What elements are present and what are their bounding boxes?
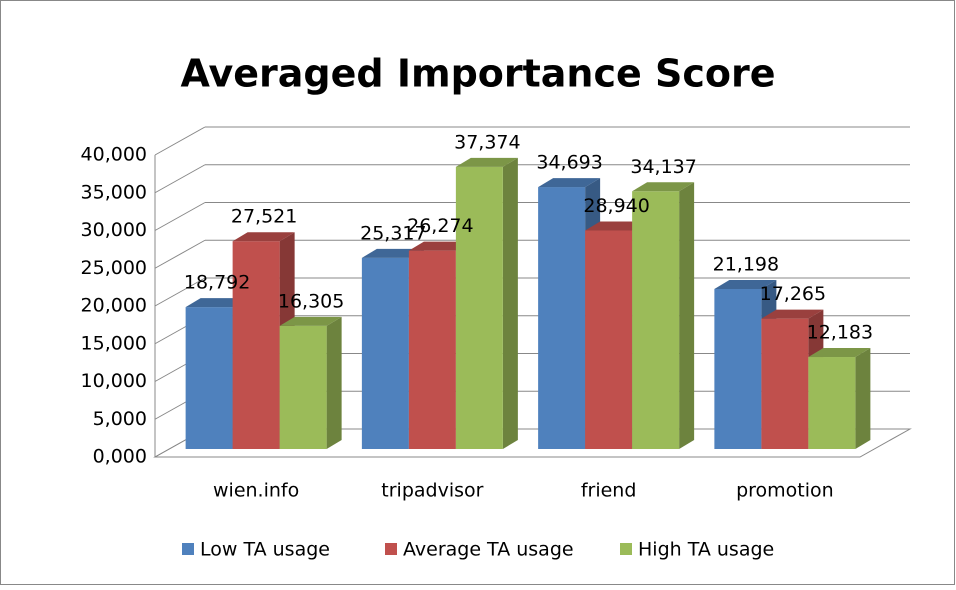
bar-top xyxy=(279,316,342,326)
grid-line-side xyxy=(154,164,206,194)
data-label: 16,305 xyxy=(278,290,344,312)
data-label: 21,198 xyxy=(713,253,779,275)
bar-top xyxy=(408,241,471,251)
legend-label: High TA usage xyxy=(638,539,774,561)
bar-side xyxy=(679,182,695,449)
bar xyxy=(538,187,586,449)
bar-side xyxy=(502,157,518,449)
x-tick-label: tripadvisor xyxy=(381,480,483,502)
legend-label: Average TA usage xyxy=(403,539,574,561)
legend-swatch xyxy=(182,543,194,555)
y-tick-label: 35,000 xyxy=(81,181,147,203)
bar-top xyxy=(585,221,648,231)
chart-title: Averaged Importance Score xyxy=(180,52,775,96)
data-label: 34,693 xyxy=(536,152,602,174)
bar-side xyxy=(855,348,871,449)
x-tick-label: promotion xyxy=(736,480,834,502)
data-label: 18,792 xyxy=(184,272,250,294)
bar xyxy=(632,191,680,449)
data-label: 34,137 xyxy=(630,156,696,178)
y-tick-label: 0,000 xyxy=(93,446,147,468)
y-tick-label: 15,000 xyxy=(81,332,147,354)
bar-top xyxy=(232,232,295,242)
grid-line-side xyxy=(154,202,206,231)
y-tick-label: 20,000 xyxy=(81,295,147,317)
grid-line-side xyxy=(154,239,206,269)
bar-side xyxy=(326,316,342,449)
bar xyxy=(455,166,503,449)
legend-swatch xyxy=(385,543,397,555)
bar xyxy=(585,230,633,449)
bar xyxy=(185,307,233,449)
data-label: 37,374 xyxy=(454,131,520,153)
y-tick-label: 25,000 xyxy=(81,257,147,279)
bar xyxy=(714,288,762,449)
x-tick-label: wien.info xyxy=(213,480,299,502)
data-label: 27,521 xyxy=(231,206,297,228)
bar xyxy=(408,250,456,449)
bar-top xyxy=(808,348,871,358)
bar xyxy=(232,241,280,449)
bar-top xyxy=(185,298,248,308)
bar xyxy=(808,357,856,449)
grid-line-side xyxy=(154,277,206,307)
bar-top xyxy=(761,309,824,319)
bar-top xyxy=(538,178,601,188)
bar xyxy=(761,318,809,449)
legend-label: Low TA usage xyxy=(200,539,330,561)
bar xyxy=(361,257,409,449)
bar-top xyxy=(455,157,518,167)
data-label: 17,265 xyxy=(760,283,826,305)
bar xyxy=(279,325,327,449)
data-label: 26,274 xyxy=(407,215,473,237)
bar-top xyxy=(714,279,777,289)
bar-top xyxy=(361,248,424,258)
y-tick-label: 30,000 xyxy=(81,219,147,241)
grid-line-side xyxy=(154,126,206,156)
data-label: 12,183 xyxy=(807,322,873,344)
bar-top xyxy=(632,182,695,192)
y-tick-label: 5,000 xyxy=(93,408,147,430)
data-label: 28,940 xyxy=(583,195,649,217)
y-tick-label: 40,000 xyxy=(81,144,147,166)
y-tick-label: 10,000 xyxy=(81,370,147,392)
x-tick-label: friend xyxy=(581,480,637,502)
legend-swatch xyxy=(620,543,632,555)
data-label: 25,317 xyxy=(360,222,426,244)
